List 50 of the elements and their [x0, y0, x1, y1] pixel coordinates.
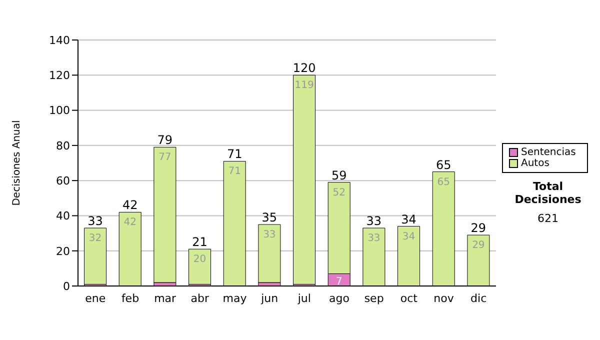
data-label: 119	[294, 80, 314, 92]
text: 621	[536, 212, 560, 225]
legend-label: Autos	[521, 158, 550, 169]
total-label: 42	[122, 198, 138, 212]
x-tick-label: oct	[400, 292, 418, 305]
y-tick-label: 80	[56, 139, 70, 152]
total-label: 33	[88, 214, 103, 228]
x-tick-label: ene	[85, 292, 106, 305]
data-label: 52	[332, 187, 346, 198]
data-label: 71	[228, 166, 241, 178]
y-tick-label: 100	[49, 104, 70, 118]
data-label: 34	[402, 231, 416, 242]
x-tick-label: mar	[154, 292, 177, 305]
data-label: 7	[336, 276, 342, 288]
total-label: 34	[401, 212, 416, 226]
y-axis-title: Decisiones Anual	[12, 120, 23, 206]
total-label: 59	[331, 168, 347, 182]
y-tick-label: 140	[49, 34, 70, 47]
x-tick-label: nov	[434, 292, 454, 305]
total-label: 120	[292, 61, 316, 76]
data-label: 77	[158, 152, 172, 164]
legend-label: Sentencias	[521, 147, 576, 158]
data-label: 29	[472, 240, 485, 252]
y-tick-label: 0	[63, 280, 70, 293]
total-label: 79	[157, 133, 173, 148]
total-label: 33	[366, 214, 382, 228]
data-label: 33	[263, 230, 276, 240]
y-tick-label: 20	[56, 244, 70, 258]
text: Total Decisiones	[514, 180, 582, 206]
y-tick-label: 40	[56, 210, 70, 223]
x-tick-label: abr	[190, 292, 210, 305]
total-label: 71	[226, 147, 242, 162]
data-label: 20	[193, 254, 206, 266]
x-tick-label: dic	[470, 292, 487, 305]
x-tick-label: sep	[364, 292, 384, 305]
total-label: 65	[436, 158, 452, 172]
total-label: 29	[470, 221, 486, 236]
data-label: 32	[88, 233, 102, 244]
data-label: 33	[368, 233, 380, 244]
x-tick-label: ago	[329, 292, 350, 305]
total-label: 35	[262, 210, 278, 224]
total-label: 21	[192, 235, 208, 250]
data-label: 65	[437, 176, 450, 188]
data-label: 42	[124, 217, 136, 228]
x-tick-label: jul	[296, 292, 311, 305]
y-tick-label: 120	[49, 69, 70, 82]
x-tick-label: jun	[260, 292, 278, 305]
x-tick-label: may	[222, 292, 248, 305]
y-tick-label: 60	[56, 174, 70, 188]
x-tick-label: feb	[121, 292, 140, 305]
